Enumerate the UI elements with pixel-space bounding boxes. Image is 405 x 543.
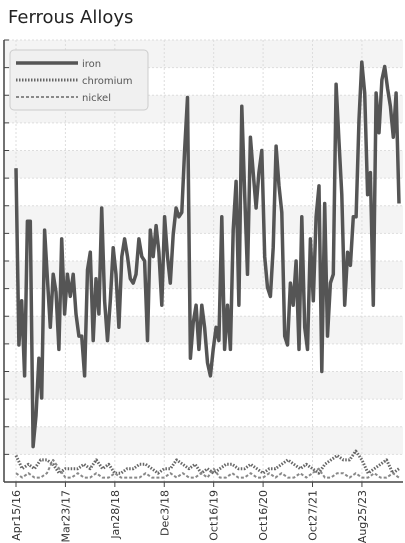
grid-band bbox=[4, 371, 403, 400]
grid-band bbox=[4, 205, 403, 234]
x-tick-label: Jan28/18 bbox=[109, 490, 122, 540]
x-tick-label: Oct16/20 bbox=[257, 490, 270, 541]
x-ticks: Apr15/16 Mar23/17 Jan28/18 Dec3/18 Oct16/19 O… bbox=[10, 482, 369, 543]
grid-band bbox=[4, 426, 403, 455]
legend-box bbox=[9, 49, 149, 111]
x-tick-label: Mar23/17 bbox=[59, 490, 72, 542]
x-tick-label: Oct27/21 bbox=[307, 490, 320, 541]
grid-band bbox=[4, 150, 403, 179]
legend-label-chromium: chromium bbox=[82, 76, 132, 87]
legend-label-nickel: nickel bbox=[82, 93, 111, 104]
series-layer bbox=[14, 60, 401, 479]
x-tick-label: Apr15/16 bbox=[10, 490, 23, 541]
chart-title: Ferrous Alloys bbox=[8, 7, 134, 28]
legend: iron chromium nickel bbox=[9, 49, 149, 111]
legend-label-iron: iron bbox=[82, 59, 101, 70]
x-tick-label: Dec3/18 bbox=[158, 490, 171, 536]
x-tick-label: Aug25/23 bbox=[356, 490, 369, 543]
series-line-chromium bbox=[14, 449, 400, 475]
x-tick-label: Oct16/19 bbox=[208, 490, 221, 541]
y-ticks bbox=[4, 39, 9, 483]
series-line-iron bbox=[14, 60, 401, 449]
